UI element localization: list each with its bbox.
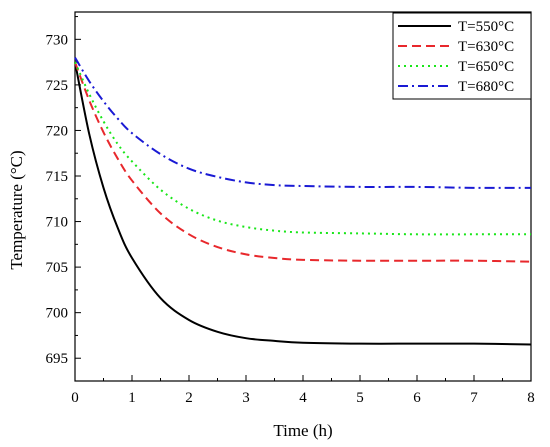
x-tick-label: 8 <box>527 390 535 406</box>
y-tick-label: 720 <box>46 123 69 139</box>
y-tick-label: 700 <box>46 306 69 322</box>
x-tick-label: 3 <box>242 390 250 406</box>
x-tick-label: 5 <box>356 390 364 406</box>
y-axis-title: Temperature (°C) <box>7 150 26 269</box>
plot-area: 0 1 2 3 4 5 6 7 8 695 700 705 710 715 720 725 730 <box>46 11 535 406</box>
series-line-4 <box>74 57 532 189</box>
y-tick-label: 695 <box>46 351 69 367</box>
x-tick-label: 6 <box>413 390 421 406</box>
y-tick-label: 730 <box>46 32 69 48</box>
legend-label-1: T=550°C <box>458 19 514 35</box>
legend: T=550°C T=630°C T=650°C T=680°C <box>392 12 532 100</box>
series-line-1 <box>74 61 532 346</box>
y-tick-label: 725 <box>46 78 69 94</box>
legend-label-2: T=630°C <box>458 39 514 55</box>
x-tick-label: 0 <box>71 390 79 406</box>
series-line-2 <box>74 61 532 263</box>
legend-label-4: T=680°C <box>458 79 514 95</box>
x-axis-title: Time (h) <box>273 421 332 440</box>
x-tick-label: 1 <box>128 390 136 406</box>
legend-box <box>392 12 532 100</box>
legend-label-3: T=650°C <box>458 59 514 75</box>
x-tick-label: 4 <box>299 390 307 406</box>
series-line-3 <box>74 61 532 236</box>
y-tick-label: 705 <box>46 260 69 276</box>
x-tick-label: 7 <box>470 390 478 406</box>
y-tick-label: 715 <box>46 169 69 185</box>
y-tick-label: 710 <box>46 215 69 231</box>
x-tick-label: 2 <box>185 390 193 406</box>
